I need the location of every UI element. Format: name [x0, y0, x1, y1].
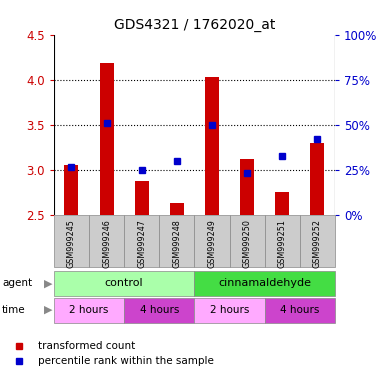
Text: GSM999245: GSM999245	[67, 219, 76, 268]
Bar	[159, 215, 194, 267]
Text: 4 hours: 4 hours	[280, 305, 320, 315]
Bar	[124, 215, 159, 267]
Text: ▶: ▶	[44, 278, 53, 288]
Text: 2 hours: 2 hours	[69, 305, 109, 315]
Text: GSM999250: GSM999250	[243, 219, 252, 268]
Bar	[54, 271, 194, 296]
Text: transformed count: transformed count	[38, 341, 136, 351]
Text: ▶: ▶	[44, 305, 53, 315]
Text: 4 hours: 4 hours	[140, 305, 179, 315]
Bar	[310, 143, 325, 215]
Bar	[275, 192, 289, 215]
Bar	[240, 159, 254, 215]
Text: percentile rank within the sample: percentile rank within the sample	[38, 356, 214, 366]
Bar	[100, 63, 114, 215]
Bar	[194, 271, 335, 296]
Text: GSM999247: GSM999247	[137, 219, 146, 268]
Bar	[265, 298, 335, 323]
Bar	[229, 215, 265, 267]
Bar	[300, 215, 335, 267]
Text: GSM999252: GSM999252	[313, 219, 322, 268]
Bar	[54, 215, 89, 267]
Bar	[54, 298, 124, 323]
Bar	[89, 215, 124, 267]
Title: GDS4321 / 1762020_at: GDS4321 / 1762020_at	[114, 18, 275, 32]
Bar	[194, 298, 265, 323]
Bar	[205, 77, 219, 215]
Text: GSM999249: GSM999249	[208, 219, 216, 268]
Bar	[124, 298, 194, 323]
Text: GSM999251: GSM999251	[278, 219, 287, 268]
Text: control: control	[105, 278, 144, 288]
Text: time: time	[2, 305, 25, 315]
Text: 2 hours: 2 hours	[210, 305, 249, 315]
Bar	[194, 215, 229, 267]
Text: GSM999246: GSM999246	[102, 219, 111, 268]
Text: GSM999248: GSM999248	[172, 219, 181, 268]
Bar	[265, 215, 300, 267]
Text: agent: agent	[2, 278, 32, 288]
Bar	[170, 203, 184, 215]
Bar	[64, 166, 79, 215]
Text: cinnamaldehyde: cinnamaldehyde	[218, 278, 311, 288]
Bar	[135, 181, 149, 215]
